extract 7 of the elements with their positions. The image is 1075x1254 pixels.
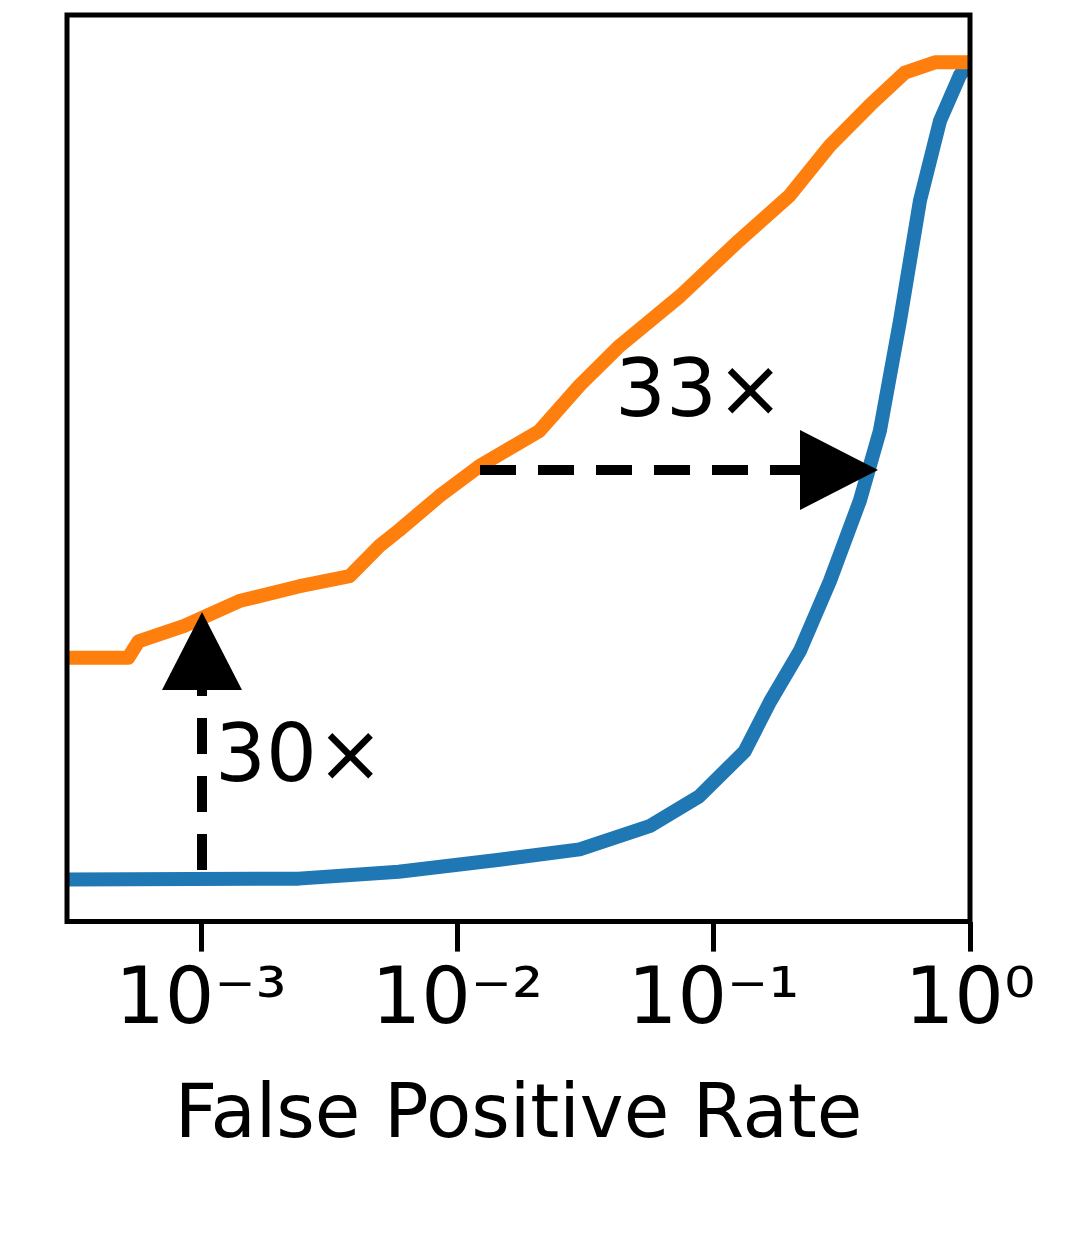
x-tick-label: 10⁻¹: [627, 950, 800, 1041]
x-tick-label: 10⁻³: [115, 950, 287, 1041]
annotation: 30×: [215, 706, 384, 800]
x-axis-title: False Positive Rate: [174, 1067, 863, 1154]
x-tick-label: 10⁰: [904, 950, 1036, 1041]
annotation: 33×: [615, 341, 784, 435]
x-tick-label: 10⁻²: [371, 950, 544, 1041]
